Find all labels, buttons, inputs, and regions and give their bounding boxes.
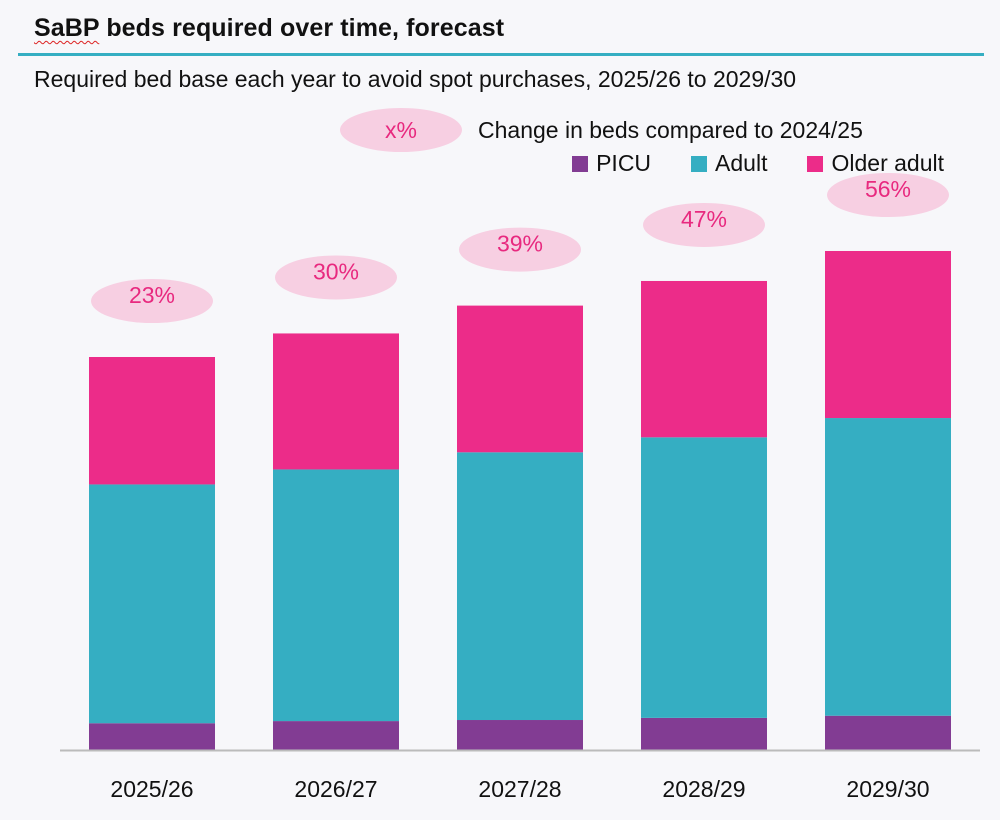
change-label-2025-26: 23%: [129, 282, 175, 308]
change-label-2029-30: 56%: [865, 176, 911, 202]
bar-picu-2028-29: [641, 717, 767, 750]
bar-adult-2029-30: [825, 418, 951, 716]
legend-swatch-adult: [691, 155, 708, 172]
legend-change-label: Change in beds compared to 2024/25: [478, 116, 863, 143]
bar-picu-2027-28: [457, 720, 583, 750]
x-tick-2027-28: 2027/28: [478, 776, 561, 802]
change-pill-2025-26: [91, 279, 213, 324]
legend-item-older-adult: Older adult: [807, 150, 944, 177]
legend-change: x% Change in beds compared to 2024/25: [340, 108, 863, 152]
bar-picu-2025-26: [89, 723, 215, 750]
bar-older-adult-2029-30: [825, 250, 951, 419]
bar-older-adult-2025-26: [89, 357, 215, 485]
change-label-2027-28: 39%: [497, 231, 543, 257]
change-pill-2029-30: [827, 172, 949, 217]
legend-item-picu: PICU: [572, 150, 651, 177]
change-label-2026-27: 30%: [313, 259, 359, 285]
chart-title: SaBP beds required over time, forecast: [34, 14, 504, 43]
bar-older-adult-2026-27: [273, 333, 399, 470]
bar-adult-2027-28: [457, 452, 583, 721]
bar-adult-2026-27: [273, 469, 399, 722]
change-label-2028-29: 47%: [681, 206, 727, 232]
bar-picu-2026-27: [273, 721, 399, 750]
bar-older-adult-2027-28: [457, 305, 583, 453]
x-tick-2025-26: 2025/26: [110, 776, 193, 802]
bar-older-adult-2028-29: [641, 280, 767, 438]
legend-pill: x%: [340, 108, 462, 152]
chart-subtitle: Required bed base each year to avoid spo…: [34, 66, 797, 92]
title-divider: [18, 53, 984, 56]
bar-picu-2029-30: [825, 715, 951, 750]
change-pill-2027-28: [459, 227, 581, 272]
title-first-word: SaBP: [34, 14, 100, 42]
legend-swatch-picu: [572, 155, 589, 172]
legend-label-picu: PICU: [596, 150, 652, 176]
x-tick-2029-30: 2029/30: [846, 776, 929, 802]
change-pill-2026-27: [275, 255, 397, 300]
legend-label-adult: Adult: [715, 150, 768, 176]
legend-item-adult: Adult: [691, 150, 767, 177]
bar-adult-2025-26: [89, 484, 215, 724]
legend-series: PICU Adult Older adult: [572, 150, 944, 177]
bar-adult-2028-29: [641, 437, 767, 718]
legend-swatch-older-adult: [807, 155, 824, 172]
x-tick-2026-27: 2026/27: [294, 776, 377, 802]
change-pill-2028-29: [643, 202, 765, 247]
title-rest: beds required over time, forecast: [106, 14, 505, 42]
x-tick-2028-29: 2028/29: [662, 776, 745, 802]
legend-label-older-adult: Older adult: [831, 150, 944, 176]
